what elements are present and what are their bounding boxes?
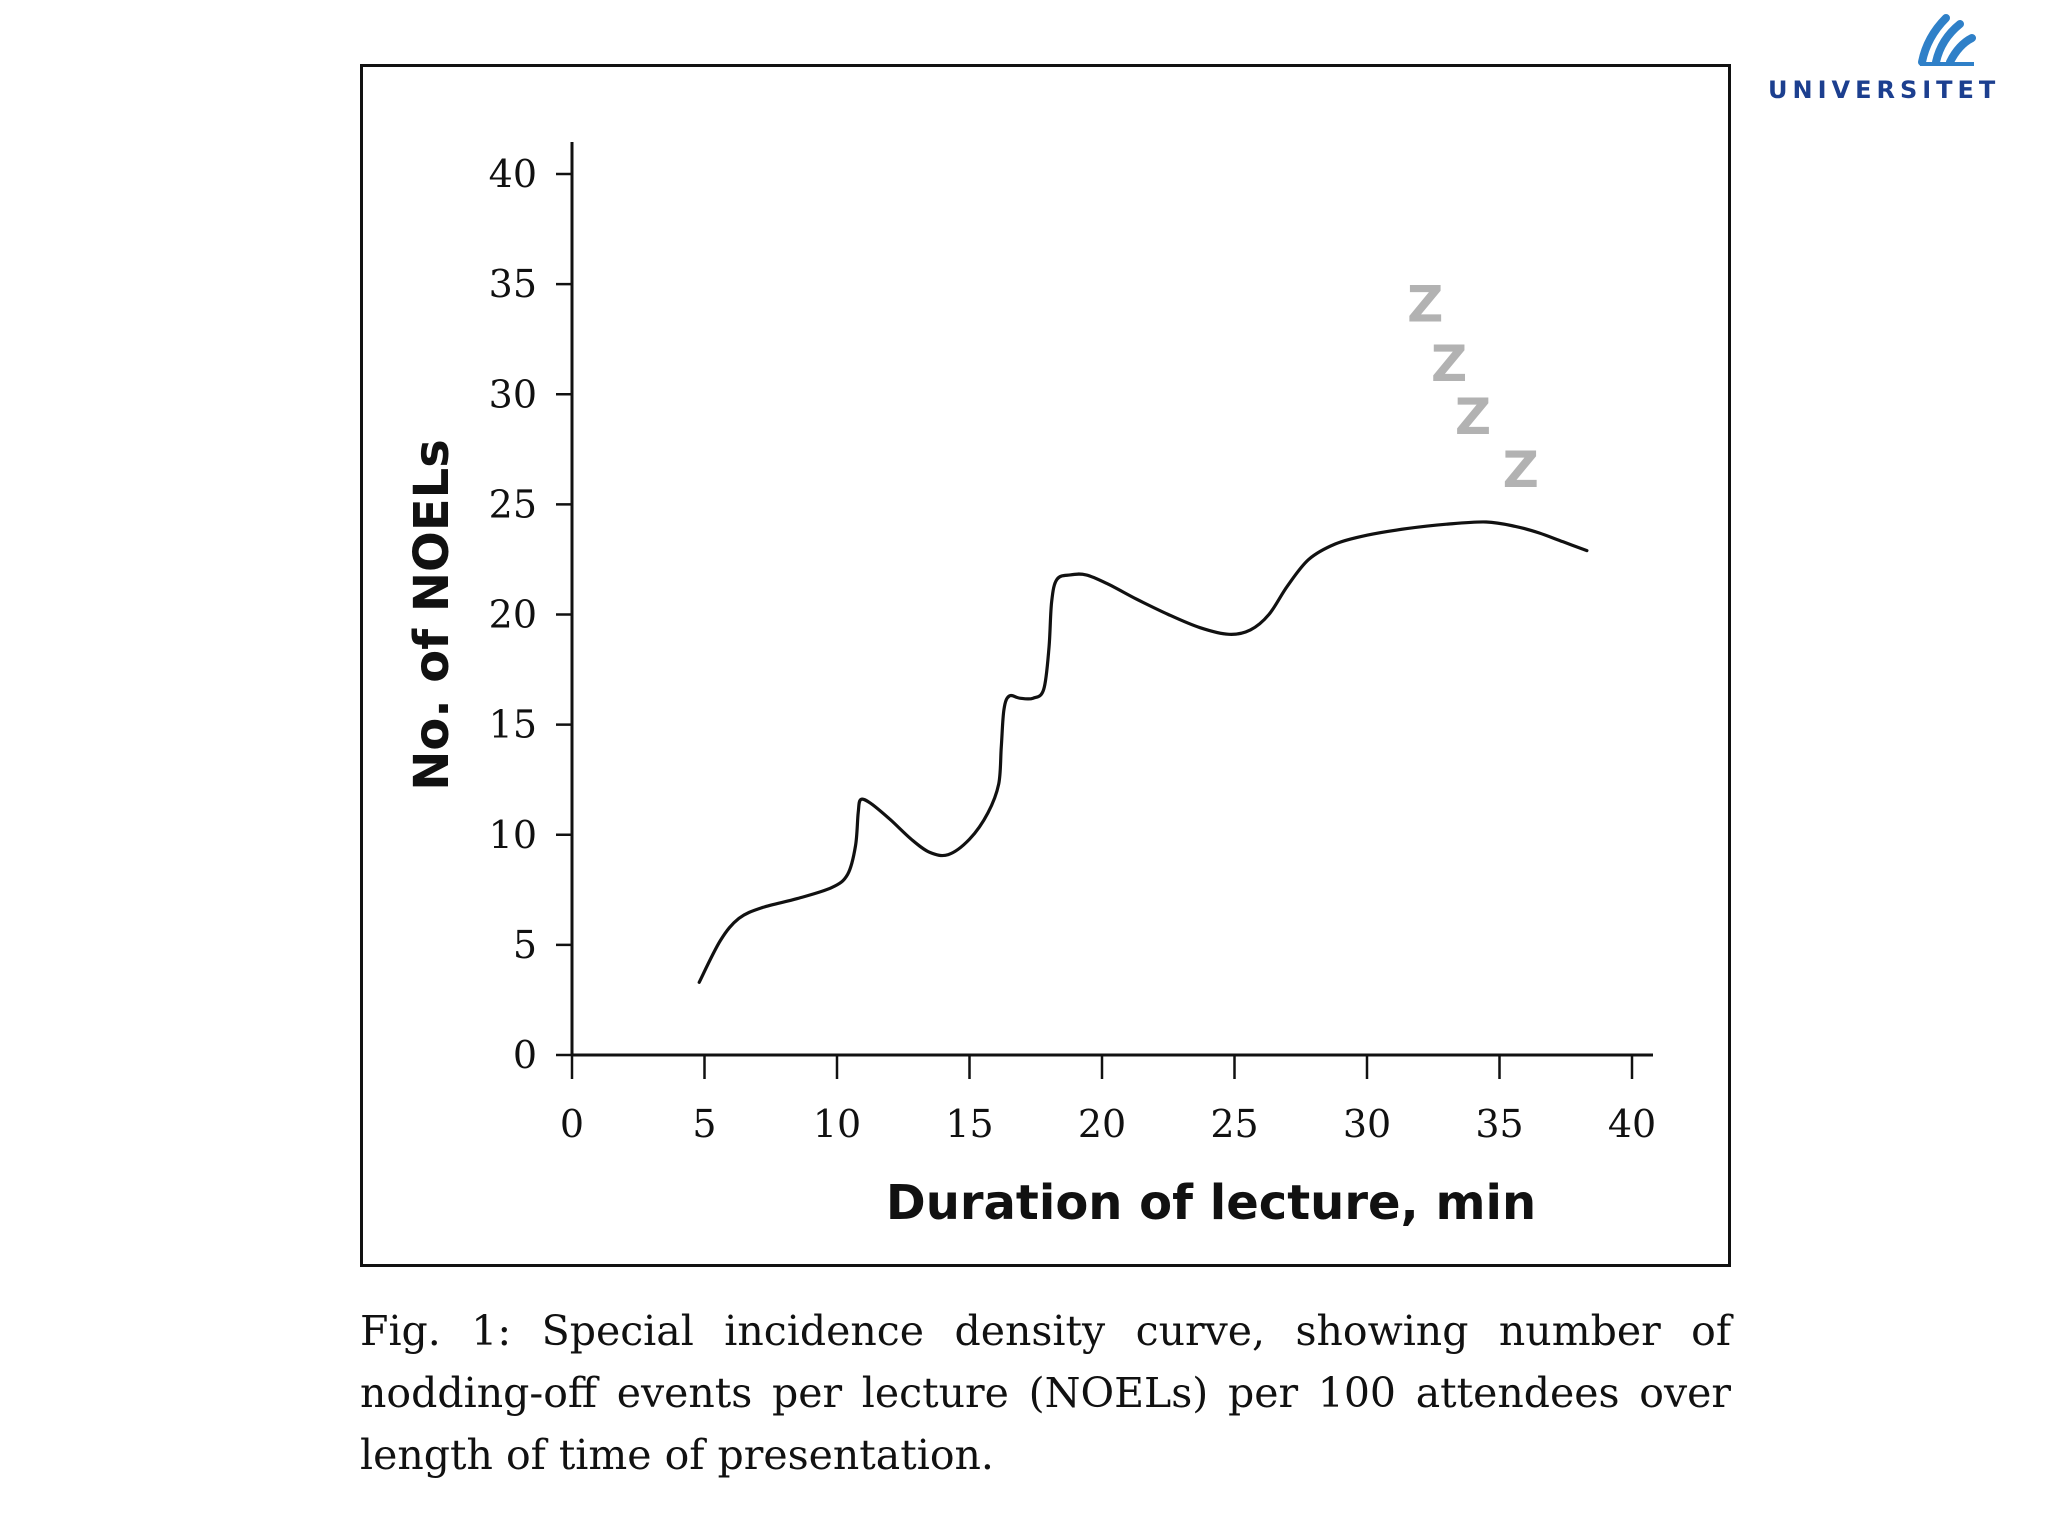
sleep-z-annotation: Z [1503, 441, 1539, 499]
y-axis-title: No. of NOELs [404, 439, 460, 791]
y-tick-label: 35 [489, 262, 537, 306]
y-tick-label: 25 [489, 482, 537, 526]
x-axis-title: Duration of lecture, min [886, 1175, 1536, 1231]
y-tick-label: 40 [489, 152, 537, 196]
university-waves-icon [1918, 14, 1976, 66]
y-tick-label: 0 [513, 1033, 537, 1077]
chart-axes [570, 142, 1653, 1057]
x-tick-label: 0 [560, 1102, 584, 1146]
sleep-z-annotation: Z [1407, 276, 1443, 334]
chart-ticks: 0 5 10 15 20 25 30 35 40 0 5 10 15 20 25 30 35 40 [489, 152, 1657, 1146]
x-tick-label: 25 [1210, 1102, 1258, 1146]
x-tick-label: 40 [1608, 1102, 1656, 1146]
x-tick-label: 15 [945, 1102, 993, 1146]
y-tick-label: 15 [489, 703, 537, 747]
y-tick-label: 30 [489, 372, 537, 416]
university-logo[interactable]: UNIVERSITET [1758, 12, 2048, 104]
x-tick-label: 35 [1475, 1102, 1523, 1146]
y-tick-label: 5 [513, 923, 537, 967]
y-tick-label: 20 [489, 593, 537, 637]
x-tick-label: 30 [1343, 1102, 1391, 1146]
x-tick-label: 5 [692, 1102, 716, 1146]
y-tick-label: 10 [489, 813, 537, 857]
sleep-z-annotation: Z [1431, 335, 1467, 393]
x-tick-label: 10 [813, 1102, 861, 1146]
series-line-noels [697, 520, 1589, 984]
university-wordmark: UNIVERSITET [1768, 76, 2001, 104]
sleep-z-annotation: Z [1455, 388, 1491, 446]
figure-caption: Fig. 1: Special incidence density curve,… [360, 1307, 1731, 1479]
x-tick-label: 20 [1078, 1102, 1126, 1146]
